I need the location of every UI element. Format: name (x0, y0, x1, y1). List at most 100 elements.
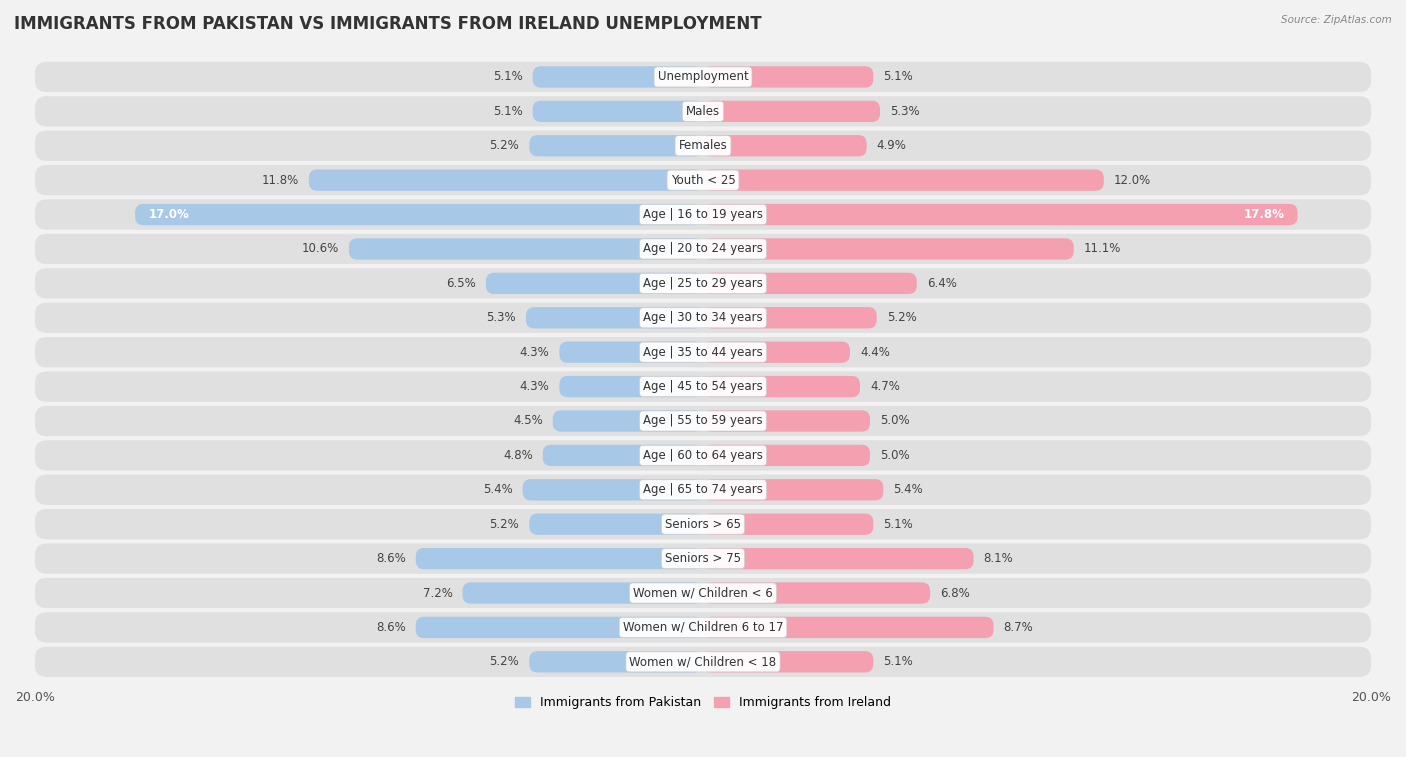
FancyBboxPatch shape (416, 548, 703, 569)
FancyBboxPatch shape (703, 582, 931, 603)
Text: 5.2%: 5.2% (887, 311, 917, 324)
FancyBboxPatch shape (35, 406, 1371, 436)
FancyBboxPatch shape (703, 651, 873, 672)
FancyBboxPatch shape (703, 513, 873, 535)
Text: Age | 45 to 54 years: Age | 45 to 54 years (643, 380, 763, 393)
Text: Youth < 25: Youth < 25 (671, 173, 735, 187)
Text: Women w/ Children 6 to 17: Women w/ Children 6 to 17 (623, 621, 783, 634)
FancyBboxPatch shape (560, 341, 703, 363)
FancyBboxPatch shape (703, 341, 851, 363)
FancyBboxPatch shape (35, 646, 1371, 677)
Text: 4.8%: 4.8% (503, 449, 533, 462)
FancyBboxPatch shape (35, 62, 1371, 92)
FancyBboxPatch shape (526, 307, 703, 329)
Text: 7.2%: 7.2% (423, 587, 453, 600)
FancyBboxPatch shape (703, 101, 880, 122)
Text: 11.8%: 11.8% (262, 173, 299, 187)
Text: Age | 60 to 64 years: Age | 60 to 64 years (643, 449, 763, 462)
FancyBboxPatch shape (35, 441, 1371, 471)
Text: 8.1%: 8.1% (984, 552, 1014, 565)
Text: 4.3%: 4.3% (520, 380, 550, 393)
FancyBboxPatch shape (529, 513, 703, 535)
Text: 5.1%: 5.1% (494, 70, 523, 83)
FancyBboxPatch shape (703, 376, 860, 397)
Text: Age | 25 to 29 years: Age | 25 to 29 years (643, 277, 763, 290)
FancyBboxPatch shape (543, 444, 703, 466)
FancyBboxPatch shape (703, 135, 866, 157)
Text: 6.5%: 6.5% (446, 277, 475, 290)
FancyBboxPatch shape (533, 101, 703, 122)
Text: Unemployment: Unemployment (658, 70, 748, 83)
Text: 4.4%: 4.4% (860, 346, 890, 359)
Text: 5.2%: 5.2% (489, 139, 519, 152)
FancyBboxPatch shape (35, 337, 1371, 367)
Text: Age | 55 to 59 years: Age | 55 to 59 years (643, 415, 763, 428)
Text: 5.2%: 5.2% (489, 656, 519, 668)
Text: Age | 35 to 44 years: Age | 35 to 44 years (643, 346, 763, 359)
FancyBboxPatch shape (703, 204, 1298, 226)
Text: 5.3%: 5.3% (890, 104, 920, 118)
FancyBboxPatch shape (529, 135, 703, 157)
FancyBboxPatch shape (309, 170, 703, 191)
Text: 8.6%: 8.6% (375, 621, 406, 634)
FancyBboxPatch shape (35, 165, 1371, 195)
Text: 6.8%: 6.8% (941, 587, 970, 600)
FancyBboxPatch shape (703, 548, 973, 569)
Text: 12.0%: 12.0% (1114, 173, 1152, 187)
Text: 5.1%: 5.1% (494, 104, 523, 118)
FancyBboxPatch shape (35, 131, 1371, 161)
FancyBboxPatch shape (703, 67, 873, 88)
FancyBboxPatch shape (35, 303, 1371, 333)
Text: Females: Females (679, 139, 727, 152)
FancyBboxPatch shape (553, 410, 703, 431)
Text: Age | 30 to 34 years: Age | 30 to 34 years (643, 311, 763, 324)
FancyBboxPatch shape (703, 238, 1074, 260)
Text: 11.1%: 11.1% (1084, 242, 1121, 255)
FancyBboxPatch shape (35, 96, 1371, 126)
Text: 4.3%: 4.3% (520, 346, 550, 359)
FancyBboxPatch shape (486, 273, 703, 294)
FancyBboxPatch shape (416, 617, 703, 638)
FancyBboxPatch shape (35, 268, 1371, 298)
Text: Seniors > 75: Seniors > 75 (665, 552, 741, 565)
Text: Age | 16 to 19 years: Age | 16 to 19 years (643, 208, 763, 221)
FancyBboxPatch shape (703, 617, 994, 638)
FancyBboxPatch shape (529, 651, 703, 672)
Text: 5.1%: 5.1% (883, 656, 912, 668)
Text: 5.1%: 5.1% (883, 70, 912, 83)
Text: 5.1%: 5.1% (883, 518, 912, 531)
FancyBboxPatch shape (703, 273, 917, 294)
Text: 8.6%: 8.6% (375, 552, 406, 565)
Text: 5.4%: 5.4% (482, 483, 513, 497)
Text: Age | 65 to 74 years: Age | 65 to 74 years (643, 483, 763, 497)
Legend: Immigrants from Pakistan, Immigrants from Ireland: Immigrants from Pakistan, Immigrants fro… (510, 691, 896, 715)
Text: 5.3%: 5.3% (486, 311, 516, 324)
Text: 4.5%: 4.5% (513, 415, 543, 428)
Text: IMMIGRANTS FROM PAKISTAN VS IMMIGRANTS FROM IRELAND UNEMPLOYMENT: IMMIGRANTS FROM PAKISTAN VS IMMIGRANTS F… (14, 15, 762, 33)
FancyBboxPatch shape (35, 199, 1371, 229)
Text: 5.0%: 5.0% (880, 415, 910, 428)
FancyBboxPatch shape (35, 612, 1371, 643)
FancyBboxPatch shape (523, 479, 703, 500)
Text: 17.8%: 17.8% (1243, 208, 1284, 221)
FancyBboxPatch shape (703, 170, 1104, 191)
FancyBboxPatch shape (703, 410, 870, 431)
FancyBboxPatch shape (35, 475, 1371, 505)
FancyBboxPatch shape (35, 544, 1371, 574)
Text: Males: Males (686, 104, 720, 118)
FancyBboxPatch shape (35, 578, 1371, 608)
FancyBboxPatch shape (135, 204, 703, 226)
FancyBboxPatch shape (35, 372, 1371, 402)
FancyBboxPatch shape (703, 444, 870, 466)
Text: 4.7%: 4.7% (870, 380, 900, 393)
FancyBboxPatch shape (560, 376, 703, 397)
Text: 5.2%: 5.2% (489, 518, 519, 531)
Text: Women w/ Children < 6: Women w/ Children < 6 (633, 587, 773, 600)
Text: 8.7%: 8.7% (1004, 621, 1033, 634)
Text: Source: ZipAtlas.com: Source: ZipAtlas.com (1281, 15, 1392, 25)
Text: 5.0%: 5.0% (880, 449, 910, 462)
Text: 10.6%: 10.6% (302, 242, 339, 255)
Text: 4.9%: 4.9% (877, 139, 907, 152)
Text: 5.4%: 5.4% (893, 483, 924, 497)
Text: 17.0%: 17.0% (149, 208, 190, 221)
